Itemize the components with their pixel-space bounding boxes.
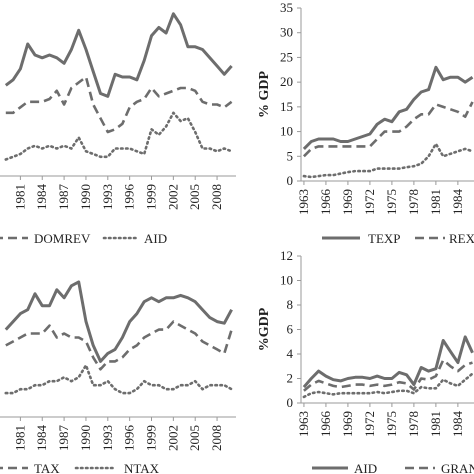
x-tick-label: 1993 (100, 425, 115, 451)
x-tick-label: 1993 (100, 184, 115, 210)
unnamed-series-line (302, 142, 474, 179)
x-tick-label: 1972 (362, 189, 377, 215)
tax-series-line (5, 320, 233, 371)
unnamed-series-line (4, 280, 233, 363)
ntax-series-line (4, 363, 233, 395)
x-tick-label: 1984 (34, 425, 49, 452)
x-tick-label: 1987 (56, 425, 71, 452)
y-tick-label: 2 (287, 371, 294, 386)
x-tick-label: 1978 (406, 411, 421, 437)
x-tick-label: 2005 (187, 425, 202, 451)
x-tick-label: 1984 (450, 411, 465, 438)
x-tick-label: 1990 (78, 184, 93, 210)
legend: AID GRANT (312, 461, 474, 474)
y-tick-label: 12 (280, 248, 293, 263)
rex-series-line (302, 101, 474, 158)
y-tick-label: 8 (287, 297, 294, 312)
x-tick-label: 1984 (450, 189, 465, 216)
y-tick-label: 30 (280, 25, 293, 40)
legend-label: DOMREV (34, 231, 91, 246)
x-tick-label: 1981 (428, 411, 443, 437)
legend-label: TEXP (368, 231, 401, 246)
legend: TEXP REX (322, 231, 474, 246)
legend-label: REX (449, 231, 474, 246)
x-tick-label: 1981 (12, 184, 27, 210)
domrev-series-line (5, 75, 233, 134)
x-tick-label: 1975 (384, 189, 399, 215)
legend-label: TAX (34, 461, 60, 474)
x-tick-label: 1978 (406, 189, 421, 215)
legend: TAX NTAX (0, 461, 160, 474)
y-tick-label: 15 (280, 99, 293, 114)
x-tick-label: 1975 (384, 411, 399, 437)
y-tick-label: 6 (287, 322, 294, 337)
y-axis-title: %GDP (257, 307, 272, 351)
y-tick-label: 25 (280, 49, 293, 64)
x-tick-label: 1963 (296, 189, 311, 215)
aid-series-line (302, 335, 474, 389)
y-tick-label: 35 (280, 0, 293, 15)
x-tick-label: 1987 (56, 184, 71, 211)
y-tick-label: 4 (287, 346, 294, 361)
x-tick-label: 1999 (144, 425, 159, 451)
x-tick-label: 1996 (122, 425, 137, 452)
x-tick-label: 1963 (296, 411, 311, 437)
x-tick-label: 2005 (187, 184, 202, 210)
legend-label: GRANT (441, 461, 474, 474)
x-tick-label: 1966 (318, 189, 333, 216)
legend-label: AID (144, 231, 167, 246)
x-tick-label: 2008 (209, 425, 224, 451)
x-tick-label: 2002 (165, 184, 180, 210)
x-tick-label: 2002 (165, 425, 180, 451)
x-tick-label: 1984 (34, 184, 49, 211)
x-tick-label: 1981 (428, 189, 443, 215)
chart-panel-1: 1981 1984 1987 1990 1993 1996 1999 2002 2005 2008… (0, 12, 236, 246)
y-tick-label: 5 (287, 148, 294, 163)
chart-panel-2: 0 5 10 15 20 25 30 35 % GDP 1963 1966 1969 1972 1975 1… (257, 0, 474, 246)
x-tick-label: 1990 (78, 425, 93, 451)
legend: DOMREV AID (0, 231, 167, 246)
aid-series-line (4, 111, 233, 161)
y-axis-title: % GDP (257, 71, 272, 119)
y-tick-label: 10 (280, 124, 293, 139)
unnamed-series-line (4, 12, 233, 98)
y-tick-label: 0 (287, 395, 294, 410)
y-tick-label: 20 (280, 74, 293, 89)
x-tick-label: 1999 (144, 184, 159, 210)
x-tick-label: 1966 (318, 411, 333, 438)
texp-series-line (302, 65, 474, 150)
unnamed-series-line (302, 372, 474, 399)
x-tick-label: 1969 (340, 411, 355, 437)
legend-label: AID (354, 461, 377, 474)
y-tick-label: 10 (280, 273, 293, 288)
y-tick-label: 0 (287, 173, 294, 188)
legend-label: NTAX (124, 461, 160, 474)
x-tick-label: 1972 (362, 411, 377, 437)
grant-series-line (303, 358, 473, 392)
x-tick-label: 1981 (12, 425, 27, 451)
x-tick-label: 1996 (122, 184, 137, 211)
x-tick-label: 2008 (209, 184, 224, 210)
x-tick-label: 1969 (340, 189, 355, 215)
chart-panel-4: 0 2 4 6 8 10 12 %GDP 1963 1966 1969 1972 1975 1978 198… (257, 248, 474, 474)
chart-panel-3: 1981 1984 1987 1990 1993 1996 1999 2002 2005 2008… (0, 280, 236, 474)
